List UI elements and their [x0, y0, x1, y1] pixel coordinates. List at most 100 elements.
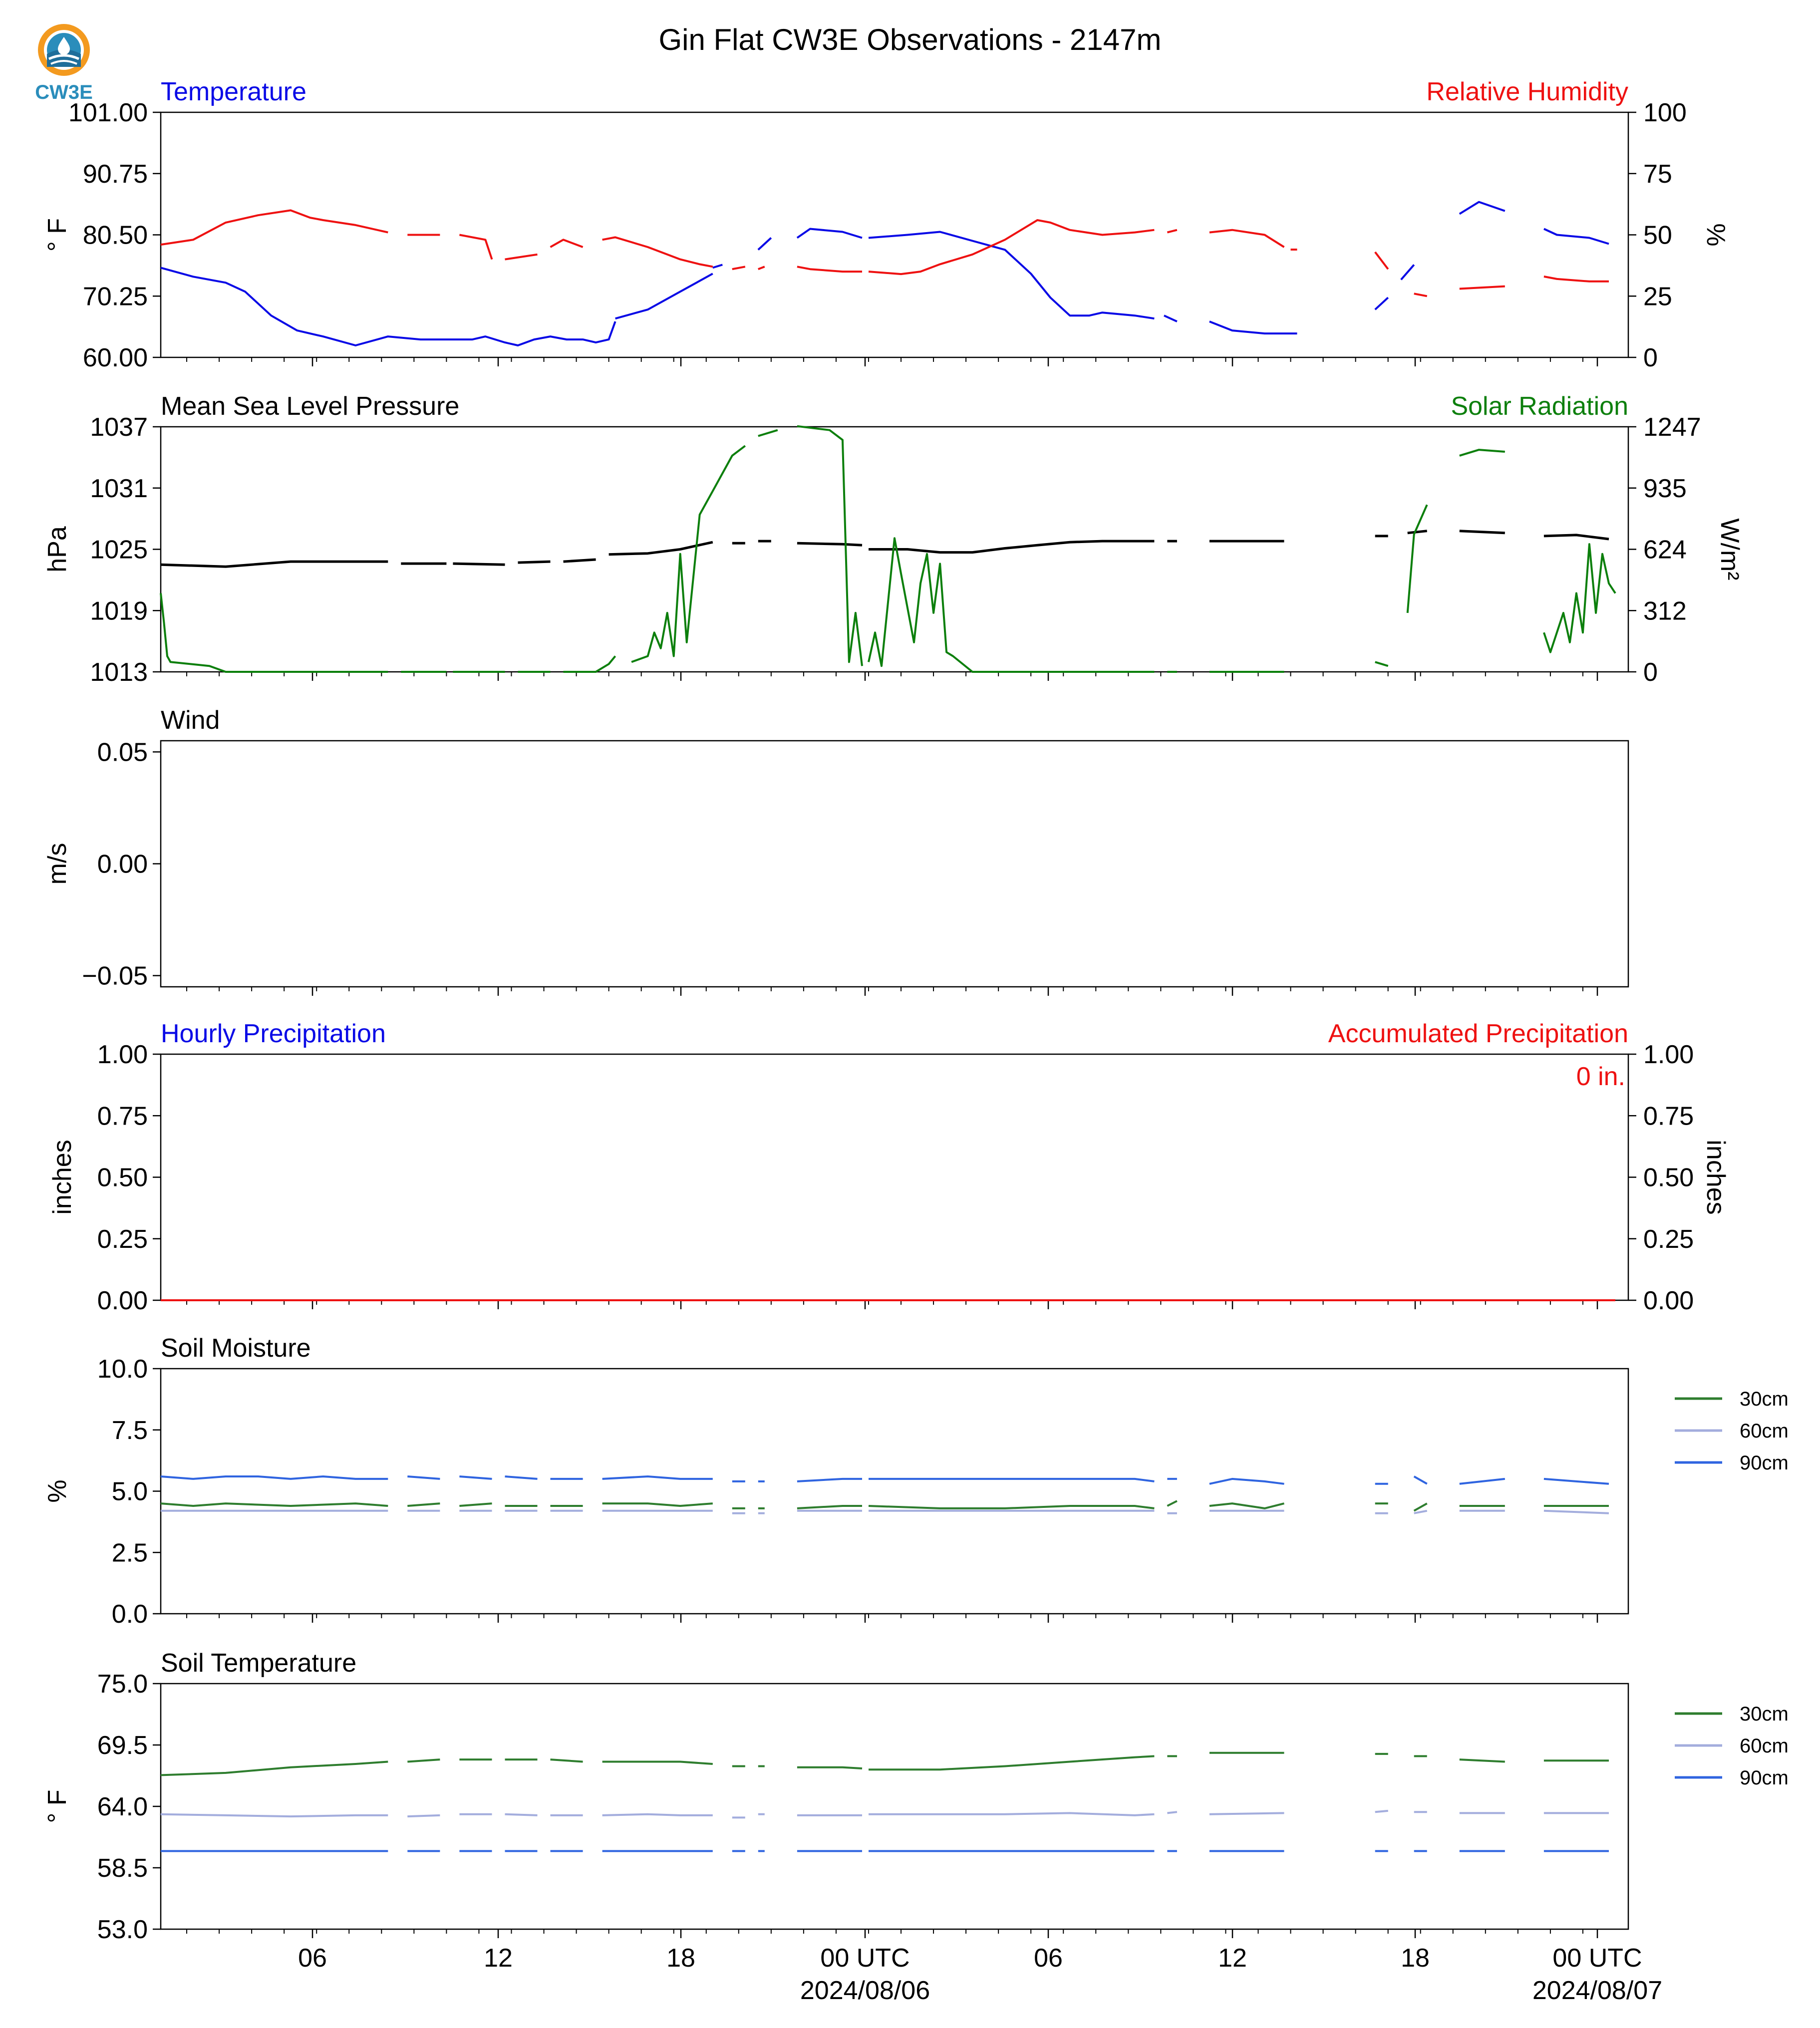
- y-axis-label-left: %: [43, 1479, 72, 1502]
- series-60cm-segment: [1414, 1509, 1428, 1514]
- legend-label: 60cm: [1740, 1420, 1789, 1442]
- panel-title-right: Accumulated Precipitation: [1328, 1019, 1628, 1048]
- y-tick-label-right: 100: [1643, 98, 1687, 127]
- y-tick-label-left: −0.05: [82, 962, 148, 991]
- y-tick-label-right: 0.00: [1643, 1286, 1694, 1315]
- series-solar-radiation-segment: [758, 429, 778, 437]
- panel-title-right: Relative Humidity: [1426, 77, 1628, 106]
- x-tick-label: 06: [1034, 1944, 1063, 1973]
- y-tick-label-left: 53.0: [97, 1915, 148, 1944]
- series-mean-sea-level-pressure-segment: [518, 560, 551, 564]
- series-mean-sea-level-pressure-segment: [563, 558, 596, 563]
- series-temperature-segment: [868, 231, 1155, 320]
- series-relative-humidity-segment: [1167, 229, 1178, 234]
- series-90cm-segment: [1459, 1477, 1506, 1485]
- panel-title-left: Hourly Precipitation: [161, 1019, 386, 1048]
- series-30cm-segment: [602, 1760, 713, 1765]
- series-60cm-segment: [1209, 1812, 1284, 1815]
- series-90cm-segment: [505, 1475, 538, 1480]
- cw3e-logo: CW3E: [29, 19, 99, 104]
- series-relative-humidity-segment: [797, 266, 862, 273]
- panel-2: −0.05 0.00 0.05 Wind m/s: [43, 706, 1629, 996]
- y-tick-label-left: 69.5: [97, 1731, 148, 1760]
- y-tick-label-right: 0: [1643, 658, 1658, 687]
- series-30cm-segment: [407, 1758, 440, 1763]
- series-solar-radiation-segment: [1375, 661, 1389, 667]
- series-solar-radiation-segment: [797, 425, 863, 666]
- series-solar-radiation-segment: [1543, 543, 1616, 653]
- y-axis-label-right: inches: [1701, 1140, 1730, 1214]
- y-tick-label-left: 0.50: [97, 1163, 148, 1192]
- panel-0: 60.00 70.25 80.50 90.75 101.00 0 25 50 75 100 Temp…: [43, 77, 1730, 372]
- x-axis: 06 12 18 00 UTC 06 12 18 00 UTC 2024/08/06 2024/0…: [298, 1944, 1662, 2005]
- series-60cm-segment: [602, 1813, 713, 1816]
- legend-label: 60cm: [1740, 1735, 1789, 1757]
- y-tick-label-left: 1013: [90, 658, 148, 687]
- series-relative-humidity-segment: [459, 234, 493, 260]
- series-temperature-segment: [1543, 228, 1609, 245]
- series-mean-sea-level-pressure-segment: [869, 540, 1155, 554]
- series-mean-sea-level-pressure-segment: [1543, 534, 1609, 541]
- series-60cm-segment: [869, 1812, 1155, 1816]
- series-solar-radiation-segment: [1406, 504, 1428, 613]
- y-axis-label-left: m/s: [43, 843, 72, 885]
- series-relative-humidity-segment: [1209, 229, 1285, 248]
- panel-title-left: Wind: [161, 706, 220, 735]
- series-solar-radiation-segment: [868, 537, 1155, 673]
- series-30cm-segment: [1209, 1502, 1284, 1509]
- series-relative-humidity-segment: [1459, 285, 1505, 290]
- y-tick-label-left: 90.75: [83, 160, 148, 189]
- y-tick-label-left: 0.00: [97, 1286, 148, 1315]
- series-temperature-segment: [712, 264, 723, 269]
- y-axis-label-right: W/m²: [1715, 518, 1744, 580]
- series-60cm-segment: [1167, 1811, 1178, 1814]
- y-tick-label-left: 1019: [90, 596, 148, 625]
- y-tick-label-left: 1025: [90, 536, 148, 565]
- legend-label: 90cm: [1740, 1767, 1789, 1789]
- legend-label: 90cm: [1740, 1452, 1789, 1474]
- series-30cm-segment: [550, 1758, 583, 1763]
- series-mean-sea-level-pressure-segment: [1407, 530, 1427, 535]
- panel-4: 0.0 2.5 5.0 7.5 10.0 Soil Moisture% 30cm 60cm 90…: [43, 1334, 1789, 1629]
- series-relative-humidity-segment: [550, 239, 584, 248]
- x-tick-label: 00 UTC: [1552, 1944, 1642, 1973]
- y-tick-label-right: 624: [1643, 536, 1687, 565]
- y-axis-label-left: hPa: [43, 526, 72, 573]
- series-mean-sea-level-pressure-segment: [797, 542, 863, 547]
- series-60cm-segment: [407, 1814, 440, 1818]
- series-30cm-segment: [797, 1505, 862, 1509]
- y-tick-label-left: 1037: [90, 413, 148, 442]
- y-tick-label-right: 1.00: [1643, 1040, 1694, 1069]
- series-90cm-segment: [459, 1475, 492, 1480]
- y-tick-label-left: 0.25: [97, 1225, 148, 1254]
- chart-panels: 60.00 70.25 80.50 90.75 101.00 0 25 50 75 100 Temp…: [43, 77, 1789, 1944]
- y-tick-label-left: 75.0: [97, 1670, 148, 1699]
- series-temperature-segment: [1400, 264, 1415, 281]
- x-tick-label: 18: [1401, 1944, 1430, 1973]
- y-tick-label-right: 75: [1643, 160, 1672, 189]
- panel-title-left: Soil Moisture: [161, 1334, 311, 1363]
- y-tick-label-right: 312: [1643, 596, 1687, 625]
- x-tick-label: 18: [666, 1944, 695, 1973]
- series-30cm-segment: [1167, 1500, 1178, 1507]
- y-axis-label-right: %: [1701, 223, 1730, 246]
- y-tick-label-right: 0.50: [1643, 1163, 1694, 1192]
- series-60cm-segment: [160, 1813, 388, 1818]
- series-30cm-segment: [797, 1766, 863, 1769]
- series-mean-sea-level-pressure-segment: [453, 562, 505, 566]
- y-tick-label-right: 25: [1643, 282, 1672, 311]
- series-90cm-segment: [602, 1475, 713, 1480]
- series-30cm-segment: [1459, 1758, 1505, 1763]
- panel-1: 1013 1019 1025 1031 1037 0 312 624 935 1247 Mean S…: [43, 392, 1744, 687]
- accumulated-total: 0 in.: [1576, 1062, 1625, 1091]
- y-tick-label-right: 0.75: [1643, 1102, 1694, 1131]
- series-temperature-segment: [1374, 296, 1389, 310]
- series-90cm-segment: [1413, 1475, 1428, 1485]
- series-relative-humidity-segment: [758, 266, 765, 271]
- chart-title: Gin Flat CW3E Observations - 2147m: [658, 23, 1161, 56]
- series-30cm-segment: [459, 1502, 492, 1507]
- series-relative-humidity-segment: [1543, 276, 1609, 283]
- y-tick-label-right: 1247: [1643, 413, 1701, 442]
- series-temperature-segment: [796, 228, 863, 239]
- legend-label: 30cm: [1740, 1703, 1789, 1725]
